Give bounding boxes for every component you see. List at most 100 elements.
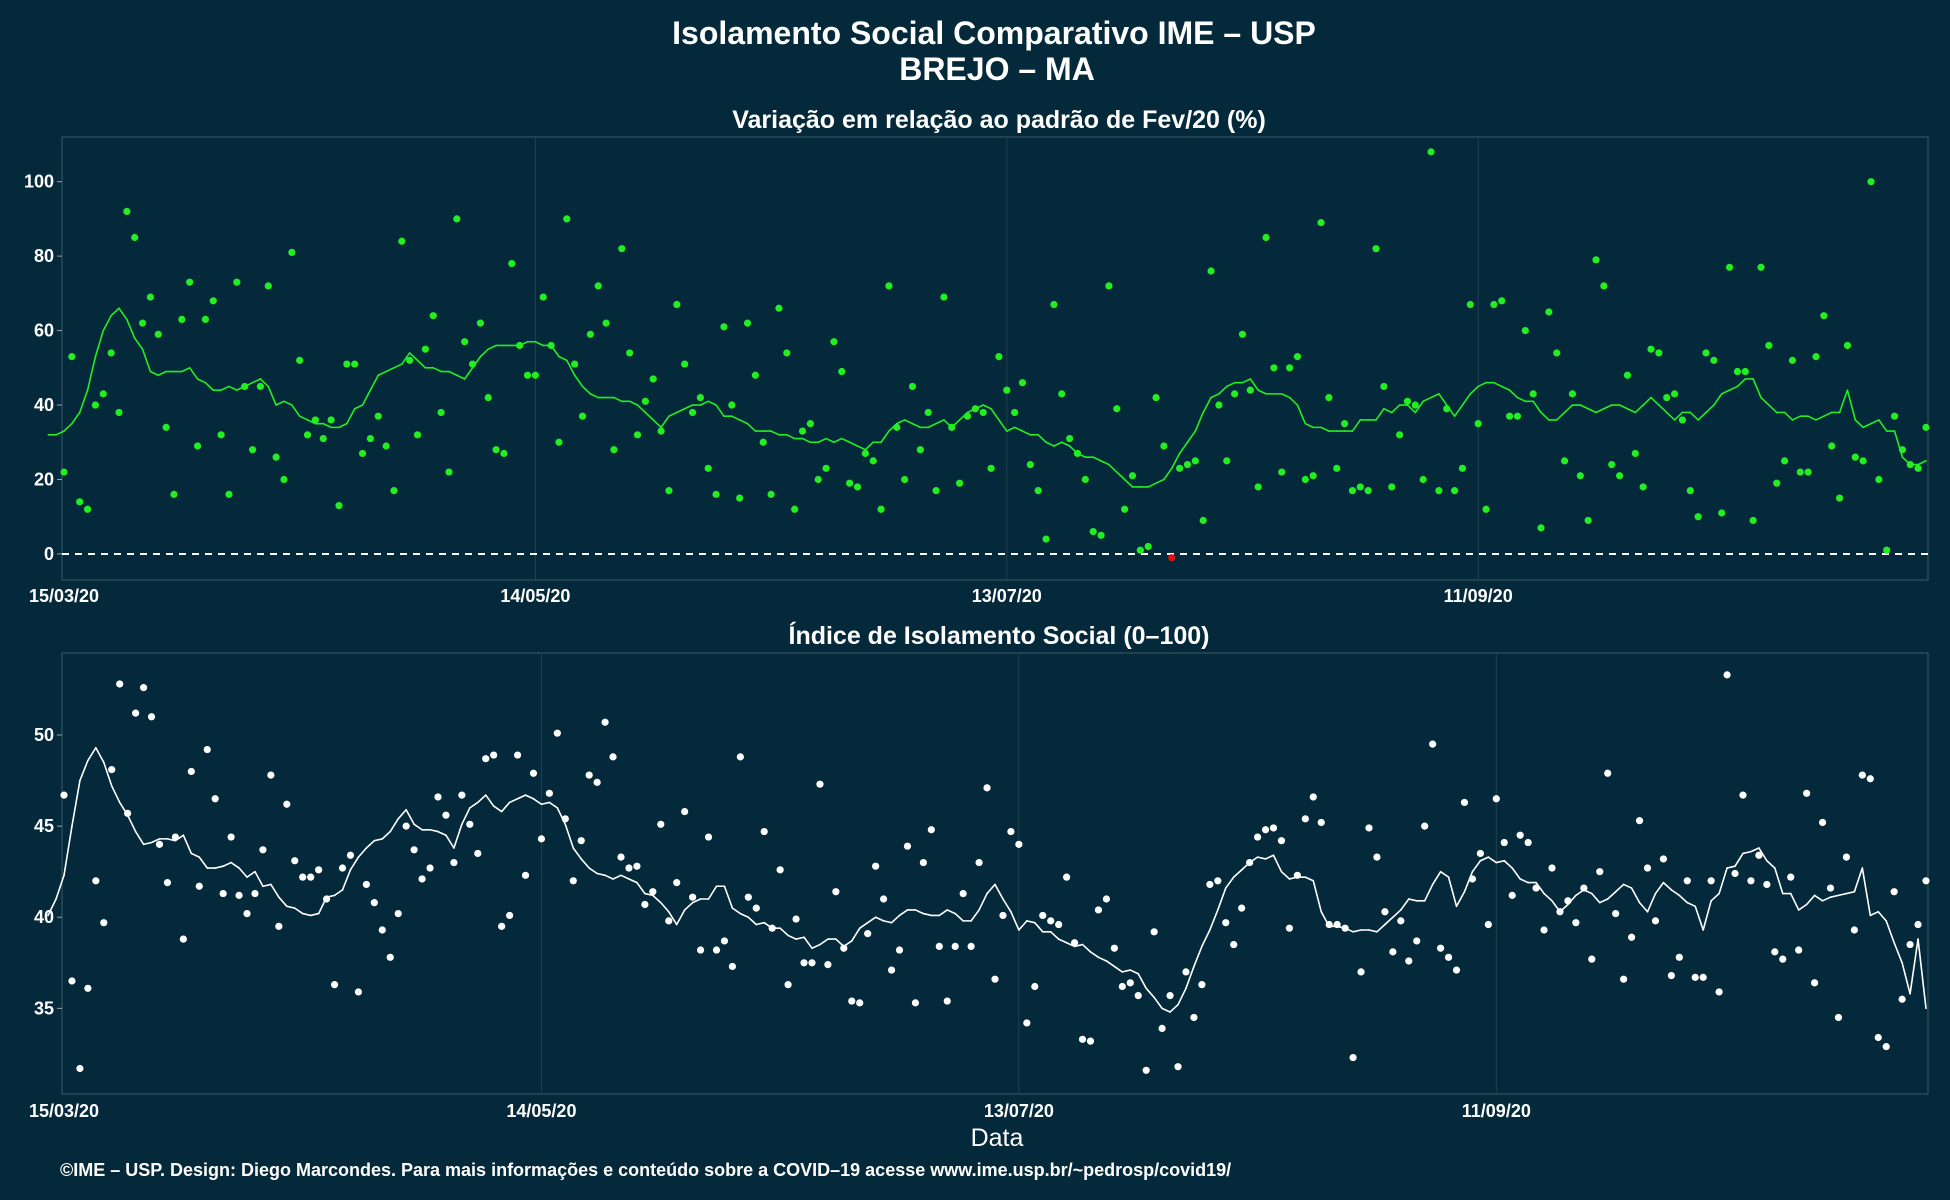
bottom-line-segment-57 (492, 805, 503, 813)
top-point-72 (626, 349, 634, 357)
bottom-line-segment-107 (890, 914, 901, 924)
top-point-105 (885, 282, 893, 290)
bottom-line-segment-95 (795, 936, 805, 940)
top-line-segment-188 (1516, 396, 1527, 403)
bottom-point-233 (1914, 920, 1922, 929)
top-line-segment-54 (463, 367, 474, 380)
bottom-y-tick-label-0: 35 (34, 998, 54, 1018)
bottom-point-141 (1182, 968, 1190, 976)
top-line-segment-142 (1155, 478, 1165, 485)
top-point-196 (1600, 282, 1608, 290)
bottom-point-132 (1110, 944, 1118, 952)
top-line-segment-19 (188, 367, 199, 380)
top-point-96 (814, 475, 822, 484)
top-point-34 (327, 416, 335, 424)
bottom-line-segment-113 (938, 909, 949, 917)
bottom-line-segment-46 (405, 808, 415, 826)
top-point-153 (1262, 233, 1270, 242)
bottom-point-204 (1683, 877, 1691, 885)
bottom-point-215 (1771, 948, 1779, 956)
bottom-line-segment-223 (1813, 894, 1824, 902)
top-x-tick-label-3: 11/09/20 (1444, 586, 1513, 606)
top-point-200 (1631, 449, 1639, 458)
top-point-8 (123, 207, 131, 216)
bottom-line-segment-104 (866, 916, 877, 924)
top-line-segment-44 (385, 367, 395, 373)
top-line-segment-53 (456, 374, 466, 380)
bottom-point-46 (426, 864, 434, 872)
top-x-tick-label-2: 13/07/20 (972, 586, 1042, 606)
top-point-149 (1231, 390, 1239, 398)
top-point-139 (1152, 393, 1160, 402)
bottom-point-75 (657, 820, 665, 828)
bottom-plot-area (61, 652, 1929, 1095)
top-point-227 (1843, 341, 1852, 350)
top-point-5 (99, 390, 107, 398)
bottom-line-segment-214 (1742, 850, 1752, 855)
top-line-segment-50 (432, 367, 442, 373)
top-line-segment-151 (1225, 381, 1236, 388)
bottom-line-segment-182 (1487, 856, 1498, 864)
top-point-19 (209, 297, 217, 305)
top-line-segment-77 (644, 411, 655, 421)
bottom-line-segment-86 (723, 885, 734, 909)
bottom-line-segment-28 (262, 883, 272, 888)
top-point-29 (288, 248, 296, 257)
top-point-168 (1380, 382, 1388, 391)
top-line-segment-81 (676, 407, 686, 414)
bottom-point-209 (1723, 671, 1731, 679)
bottom-line-segment-89 (747, 916, 758, 926)
top-line-segment-207 (1665, 411, 1676, 421)
bottom-line-segment-19 (190, 852, 201, 858)
bottom-line-segment-38 (341, 869, 352, 891)
bottom-point-3 (84, 984, 92, 992)
bottom-line-segment-210 (1710, 892, 1720, 902)
top-line-segment-46 (401, 352, 411, 365)
bottom-point-131 (1102, 895, 1111, 903)
top-point-159 (1309, 472, 1317, 480)
top-point-178 (1458, 464, 1467, 472)
bottom-point-113 (959, 889, 967, 898)
bottom-point-126 (1063, 873, 1071, 881)
bottom-line-segment-175 (1431, 870, 1442, 886)
top-point-161 (1325, 393, 1333, 402)
bottom-line-segment-25 (238, 867, 248, 878)
bottom-line-segment-125 (1033, 921, 1044, 933)
top-line-segment-27 (251, 378, 262, 384)
bottom-point-162 (1349, 1053, 1357, 1062)
bottom-point-200 (1651, 917, 1660, 925)
bottom-point-171 (1421, 822, 1429, 830)
top-point-37 (351, 360, 359, 368)
top-line-segment-14 (149, 370, 160, 377)
top-point-118 (987, 464, 995, 472)
bottom-line-segment-205 (1670, 889, 1681, 897)
top-x-tick-label-1: 14/05/20 (500, 586, 570, 606)
bottom-line-segment-153 (1256, 856, 1267, 860)
top-point-136 (1128, 472, 1137, 480)
top-line-segment-183 (1477, 381, 1487, 388)
top-point-67 (586, 330, 594, 338)
top-y-tick-label-2: 40 (34, 395, 54, 415)
top-line-segment-163 (1320, 426, 1330, 432)
bottom-line-segment-208 (1694, 905, 1704, 931)
top-point-60 (531, 371, 539, 379)
bottom-line-segment-43 (381, 830, 392, 840)
bottom-point-29 (291, 857, 299, 865)
bottom-point-26 (267, 771, 275, 779)
top-point-182 (1490, 300, 1498, 309)
top-point-235 (1906, 460, 1914, 469)
bottom-line-segment-160 (1312, 879, 1323, 913)
top-line-segment-153 (1241, 378, 1252, 384)
top-point-117 (979, 408, 987, 417)
top-line-segment-56 (479, 348, 490, 358)
top-point-54 (484, 393, 492, 402)
bottom-point-72 (633, 862, 641, 870)
top-x-axis: 15/03/20 14/05/20 13/07/20 11/09/20 (29, 586, 1513, 606)
bottom-line-segment-93 (779, 927, 789, 937)
bottom-line-segment-217 (1766, 859, 1776, 869)
bottom-x-tick-label-3: 11/09/20 (1462, 1101, 1531, 1121)
top-point-126 (1050, 300, 1058, 309)
top-point-87 (743, 319, 752, 327)
top-line-segment-218 (1752, 378, 1762, 399)
